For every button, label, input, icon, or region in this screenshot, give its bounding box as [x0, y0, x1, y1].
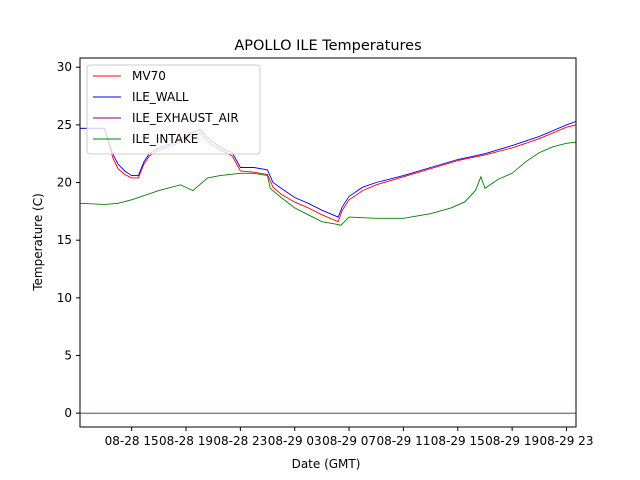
legend: MV70 ILE_WALL ILE_EXHAUST_AIR ILE_INTAKE: [86, 64, 261, 155]
x-tick-label: 08-29 19: [485, 434, 539, 448]
y-tick-label: 30: [57, 60, 72, 74]
x-tick-label: 08-29 23: [540, 434, 594, 448]
y-tick-label: 20: [57, 176, 72, 190]
x-tick-label: 08-29 03: [268, 434, 322, 448]
y-tick-label: 5: [64, 349, 72, 363]
x-tick-label: 08-29 15: [431, 434, 485, 448]
legend-label: ILE_INTAKE: [132, 132, 198, 146]
x-tick-label: 08-29 11: [376, 434, 430, 448]
series-line-ile-wall: [80, 120, 576, 218]
x-tick-label: 08-28 23: [213, 434, 267, 448]
legend-box: [86, 64, 261, 155]
x-tick-label: 08-29 07: [322, 434, 376, 448]
y-tick-label: 10: [57, 291, 72, 305]
legend-label: ILE_EXHAUST_AIR: [132, 111, 239, 125]
legend-label: MV70: [132, 69, 166, 83]
series-line-mv70: [80, 124, 576, 223]
x-axis-label: Date (GMT): [292, 457, 361, 471]
x-tick-label: 08-28 19: [159, 434, 213, 448]
y-tick-label: 0: [64, 406, 72, 420]
y-tick-label: 15: [57, 233, 72, 247]
y-axis: 0 5 10 15 20 25 30: [57, 60, 80, 420]
y-axis-label: Temperature (C): [31, 193, 45, 292]
series-layer: [80, 120, 576, 414]
x-tick-label: 08-28 15: [105, 434, 159, 448]
x-axis: 08-28 15 08-28 19 08-28 23 08-29 03 08-29 07…: [105, 427, 594, 448]
chart-title: APOLLO ILE Temperatures: [234, 38, 421, 54]
series-line-ile-intake: [80, 141, 576, 226]
legend-label: ILE_WALL: [132, 90, 189, 104]
y-tick-label: 25: [57, 118, 72, 132]
plot-frame: [79, 57, 577, 428]
